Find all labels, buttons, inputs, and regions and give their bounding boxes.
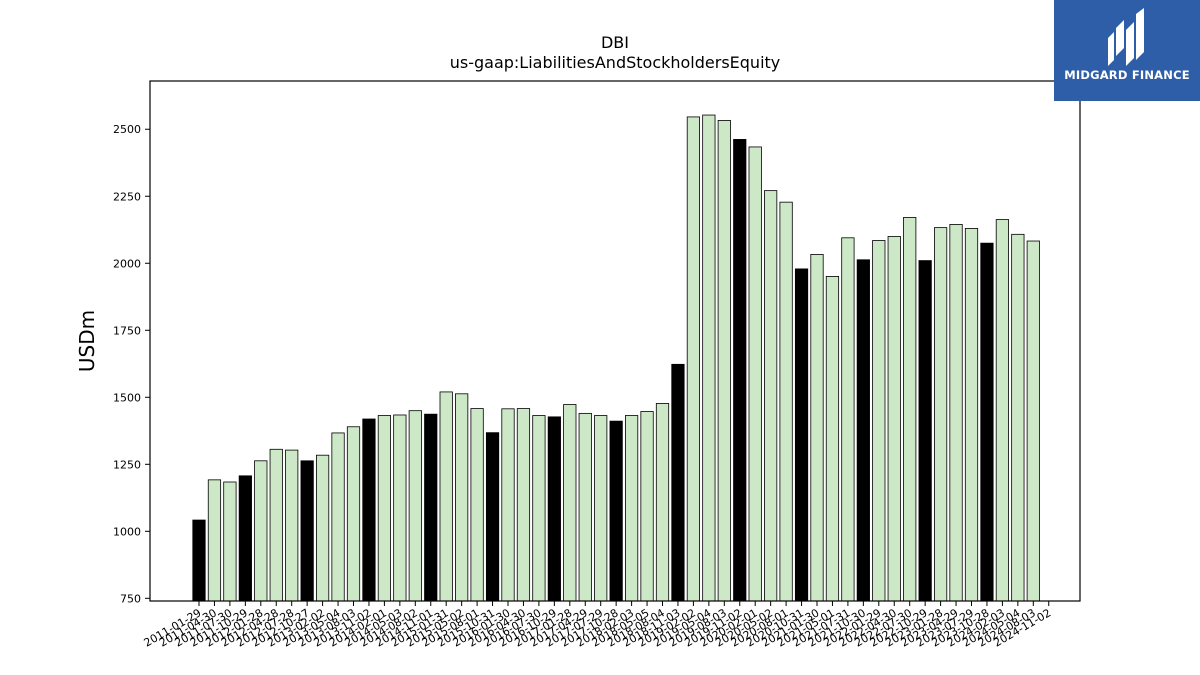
bar-2020-02-01 bbox=[748, 146, 762, 602]
bar-2021-01-30 bbox=[810, 254, 824, 602]
y-axis-ticks: 750 1000 1250 1500 1750 2000 2250 2500 bbox=[113, 123, 150, 605]
y-tick-label: 1750 bbox=[113, 324, 141, 337]
midgard-logo-icon bbox=[1108, 8, 1144, 66]
y-tick-label: 2500 bbox=[113, 123, 141, 136]
bar-2021-10-30 bbox=[856, 259, 870, 602]
bar-2015-05-02 bbox=[455, 393, 469, 602]
bar-2014-11-01 bbox=[424, 413, 438, 602]
bar-2012-01-28 bbox=[254, 460, 268, 602]
bar-2022-10-29 bbox=[918, 260, 932, 602]
bar-2024-05-04 bbox=[1011, 233, 1025, 602]
bar-2014-05-03 bbox=[393, 414, 407, 602]
y-tick-label: 2000 bbox=[113, 257, 141, 270]
bar-2020-05-02 bbox=[764, 190, 778, 602]
bar-2021-05-01 bbox=[825, 275, 840, 602]
bar-2018-05-05 bbox=[640, 411, 654, 602]
bar-2017-10-28 bbox=[609, 420, 623, 602]
bar-2017-01-28 bbox=[563, 404, 577, 602]
y-tick-label: 1250 bbox=[113, 458, 141, 471]
bar-2015-08-01 bbox=[470, 408, 484, 602]
bar-2016-01-30 bbox=[501, 408, 515, 602]
bar-2019-02-02 bbox=[686, 116, 701, 602]
bar-2020-08-01 bbox=[779, 201, 793, 602]
bar-2021-07-31 bbox=[841, 237, 855, 602]
plot-frame bbox=[149, 80, 1081, 602]
bar-2016-10-29 bbox=[547, 416, 561, 602]
bar-2019-05-04 bbox=[702, 114, 716, 602]
bar-2015-01-31 bbox=[439, 391, 453, 602]
bar-2011-01-29 bbox=[192, 519, 206, 602]
brand-name: MIDGARD FINANCE bbox=[1064, 68, 1190, 82]
bar-2024-08-03 bbox=[1026, 240, 1040, 602]
y-tick-label: 750 bbox=[120, 592, 141, 605]
bar-2017-07-29 bbox=[594, 415, 608, 602]
bar-2017-04-29 bbox=[578, 412, 592, 602]
bar-2023-10-28 bbox=[980, 242, 994, 602]
bar-2024-02-03 bbox=[995, 219, 1010, 602]
bar-2016-07-30 bbox=[532, 415, 546, 602]
y-axis-label: USDm bbox=[75, 310, 99, 372]
bar-2018-02-03 bbox=[625, 415, 639, 602]
bar-2014-02-01 bbox=[377, 415, 392, 602]
bar-2012-07-28 bbox=[285, 449, 299, 602]
bar-2014-08-02 bbox=[408, 410, 422, 602]
chart-title: DBI bbox=[601, 33, 629, 52]
bar-2022-04-30 bbox=[887, 236, 901, 602]
bar-2011-07-30 bbox=[223, 481, 237, 602]
bar-2011-04-30 bbox=[207, 479, 222, 602]
bar-2012-04-28 bbox=[269, 448, 283, 602]
bar-2019-08-03 bbox=[717, 120, 731, 602]
bar-2013-02-02 bbox=[315, 454, 330, 602]
bar-2019-11-02 bbox=[733, 139, 747, 602]
bar-2018-08-04 bbox=[655, 403, 670, 602]
bar-2023-04-29 bbox=[949, 223, 963, 602]
bar-2013-05-04 bbox=[331, 432, 345, 602]
chart-subtitle: us-gaap:LiabilitiesAndStockholdersEquity bbox=[450, 53, 781, 72]
bar-2020-10-31 bbox=[794, 268, 809, 602]
bar-2023-07-29 bbox=[964, 228, 979, 602]
brand-logo: MIDGARD FINANCE bbox=[1054, 0, 1200, 101]
bar-series bbox=[192, 114, 1040, 602]
y-tick-label: 1500 bbox=[113, 391, 141, 404]
bar-2023-01-28 bbox=[934, 227, 948, 602]
bar-2013-08-03 bbox=[346, 426, 361, 602]
bar-2013-11-02 bbox=[362, 418, 376, 602]
x-axis-ticks: 2011-01-292011-04-302011-07-302011-10-29… bbox=[142, 601, 1053, 650]
bar-2022-07-30 bbox=[903, 217, 917, 602]
bar-2016-04-30 bbox=[516, 408, 531, 602]
bar-2012-10-27 bbox=[300, 460, 314, 602]
bar-2011-10-29 bbox=[238, 475, 252, 602]
bar-2015-10-31 bbox=[485, 432, 500, 602]
bar-2022-01-29 bbox=[872, 240, 886, 602]
bar-2018-11-03 bbox=[671, 363, 685, 602]
y-tick-label: 2250 bbox=[113, 190, 141, 203]
y-tick-label: 1000 bbox=[113, 525, 141, 538]
